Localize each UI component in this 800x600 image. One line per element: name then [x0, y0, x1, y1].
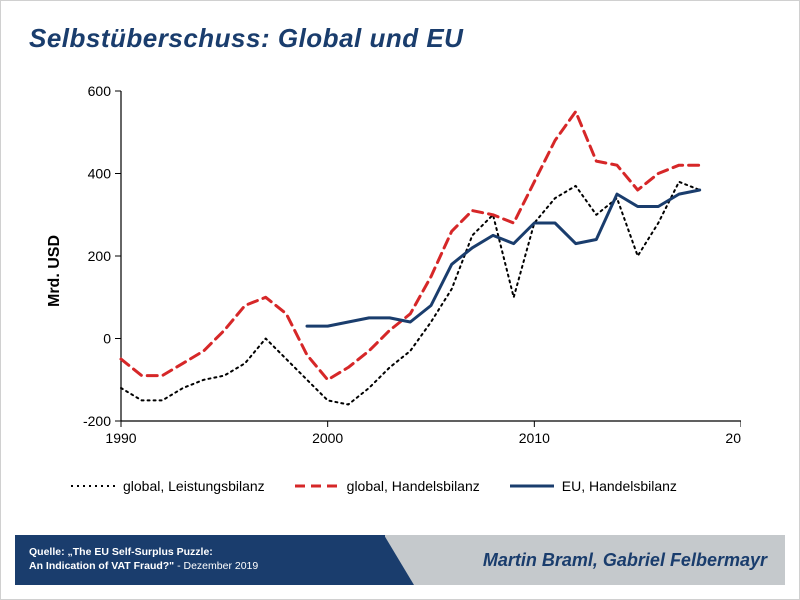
source-suffix: - Dezember 2019	[174, 560, 258, 572]
page-title: Selbstüberschuss: Global und EU	[29, 23, 463, 54]
svg-text:200: 200	[88, 248, 112, 264]
svg-text:0: 0	[103, 331, 111, 347]
legend-label: EU, Handelsbilanz	[562, 478, 677, 494]
source-line1: „The EU Self-Surplus Puzzle:	[68, 546, 213, 558]
legend-item: global, Leistungsbilanz	[71, 478, 265, 494]
legend-label: global, Leistungsbilanz	[123, 478, 265, 494]
footer: Quelle: „The EU Self-Surplus Puzzle: An …	[15, 535, 785, 585]
svg-text:1990: 1990	[105, 430, 136, 446]
legend-label: global, Handelsbilanz	[347, 478, 480, 494]
svg-text:2010: 2010	[519, 430, 550, 446]
svg-text:-200: -200	[83, 413, 111, 429]
legend-swatch	[295, 479, 339, 493]
footer-source: Quelle: „The EU Self-Surplus Puzzle: An …	[15, 535, 385, 585]
footer-divider	[384, 535, 414, 585]
footer-authors: Martin Braml, Gabriel Felbermayr	[384, 535, 785, 585]
chart-svg: -200 0 200 400 600 1990 2000 2010 2020	[61, 81, 741, 461]
svg-text:2020: 2020	[725, 430, 741, 446]
chart-area: Mrd. USD -20002004006001990200020102020	[61, 81, 741, 461]
svg-text:400: 400	[88, 166, 112, 182]
legend-item: EU, Handelsbilanz	[510, 478, 677, 494]
svg-text:600: 600	[88, 83, 112, 99]
legend-item: global, Handelsbilanz	[295, 478, 480, 494]
legend-swatch	[71, 479, 115, 493]
svg-text:2000: 2000	[312, 430, 343, 446]
legend-swatch	[510, 479, 554, 493]
source-line2: An Indication of VAT Fraud?"	[29, 560, 174, 572]
source-prefix: Quelle:	[29, 546, 68, 558]
legend: global, Leistungsbilanz global, Handelsbi…	[71, 471, 751, 501]
